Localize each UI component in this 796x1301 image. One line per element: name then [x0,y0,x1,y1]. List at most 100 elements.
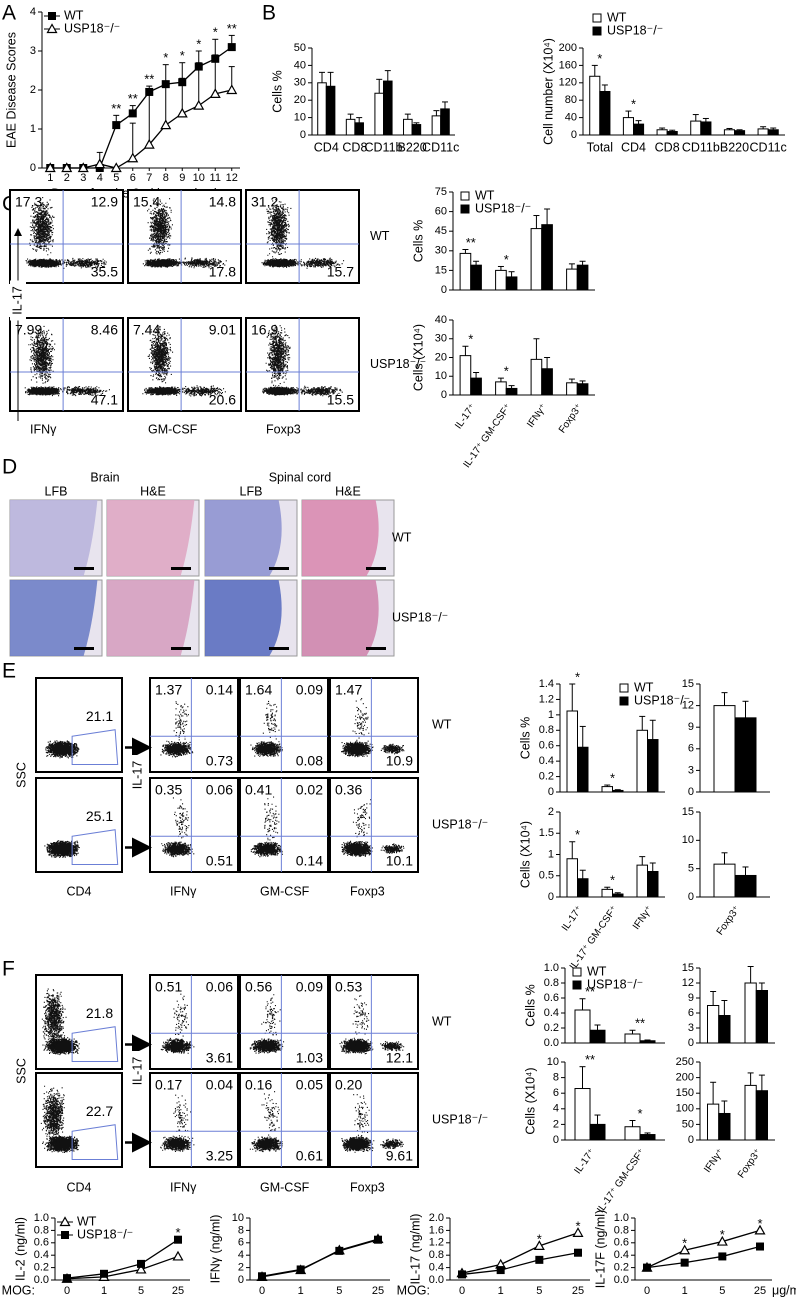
gate-x-label: CD4 [66,884,91,898]
significance: * [213,25,218,40]
x-tick-label: 4 [97,172,103,184]
scale-bar [74,647,94,650]
marker [128,109,137,118]
panel-label: E [2,660,16,683]
quadrant-value: 9.01 [209,322,236,338]
gate-y-label: SSC [14,1058,28,1084]
y-axis-label: IL-2 (ng/ml) [13,1217,27,1281]
cell-events [249,1136,283,1153]
gate [71,1026,119,1062]
marker [374,1235,382,1244]
column-label: GM-CSF [260,1180,310,1194]
bar [530,358,543,396]
gate-value: 22.7 [86,1103,113,1119]
flow-plot [127,317,242,412]
x-tick-label: CD8 [655,140,680,154]
cell-events [250,741,283,757]
marker [535,1255,544,1264]
line [461,1252,579,1276]
cell-events [25,258,64,268]
y-tick-label: 0.6 [34,1237,49,1249]
line [461,1232,579,1274]
y-tick-label: 0.8 [614,1224,629,1236]
quadrant-value: 3.61 [206,1050,233,1066]
flow-plot [329,677,419,773]
column-label: Foxp3 [350,1180,385,1194]
flow-plot [329,777,419,873]
cell-events [142,258,182,268]
bar [718,1112,731,1141]
bar [577,878,589,898]
row-label: WT [432,1014,452,1028]
y-tick-label: 0.0 [429,1274,444,1286]
cell-events [265,324,291,387]
column-label: Foxp3 [266,422,301,436]
y-tick-label: 50 [682,1118,694,1130]
cell-events [45,740,80,759]
quadrant-value: 16.9 [251,322,278,338]
y-tick-label: 6 [553,1087,559,1099]
y-tick-label: 200 [559,42,577,54]
cell-events [380,743,405,755]
row-label: USP18⁻/⁻ [432,817,488,831]
legend-swatch [592,26,602,36]
y-tick-label: 12 [682,700,694,712]
flow-plot [239,1072,329,1168]
quadrant-value: 8.46 [91,322,118,338]
y-tick-label: 0.4 [544,1007,559,1019]
y-tick-label: 0.4 [34,1249,49,1261]
cell-events [249,1038,285,1054]
tissue [107,580,195,656]
y-axis-label: Cells (X10⁴) [411,324,425,391]
bar [459,252,472,291]
quadrant-value: 12.1 [386,1050,413,1066]
x-tick-label: B220 [397,140,426,154]
flow-plot [9,317,124,412]
cell-events [175,257,227,269]
y-axis-label: IL-17 (ng/ml) [408,1214,422,1285]
quadrant-value: 35.5 [91,264,118,280]
flow-plot [239,974,329,1070]
bar [636,729,648,793]
x-tick-label: CD11b [682,140,720,154]
column-label: IFNγ [170,884,197,898]
y-tick-label: 1.2 [539,693,554,705]
marker [174,1235,182,1244]
x-tick-label: 5 [138,1285,144,1297]
cell-events [178,385,226,397]
y-tick-label: 3 [688,1022,694,1034]
significance: * [504,364,509,379]
x-tick-label: CD4 [314,140,339,154]
significance: * [682,1236,687,1251]
significance: * [575,669,580,684]
quadrant-value: 0.61 [296,1148,323,1164]
column-label: IFNγ [30,422,57,436]
cell-events [58,386,110,397]
cell-events [173,701,189,744]
bar [589,1123,606,1141]
gate [71,1124,119,1160]
quadrant-value: 31.2 [251,194,278,210]
bar [354,122,364,136]
marker [335,1246,344,1255]
y-tick-label: 0.4 [429,1262,444,1274]
y-tick-label: 50 [294,42,306,54]
y-tick-label: 1 [548,709,554,721]
y-tick-label: 2 [238,1262,244,1274]
y-tick-label: 0.6 [539,740,554,752]
bar [647,739,659,793]
cell-events [172,797,190,844]
y-tick-label: 0.8 [544,977,559,989]
y-tick-label: 0 [441,284,447,296]
marker [496,1266,505,1275]
quadrant-value: 0.04 [206,1077,233,1093]
y-tick-label: 0.2 [544,1022,559,1034]
bar [505,387,518,396]
marker [756,1242,764,1251]
stain-label: H&E [140,484,166,498]
y-axis-label: IL-17 [130,761,144,790]
quadrant-value: 0.02 [296,782,323,798]
y-tick-label: 0 [553,1134,559,1146]
tissue [10,500,98,576]
flow-plot [329,1072,419,1168]
